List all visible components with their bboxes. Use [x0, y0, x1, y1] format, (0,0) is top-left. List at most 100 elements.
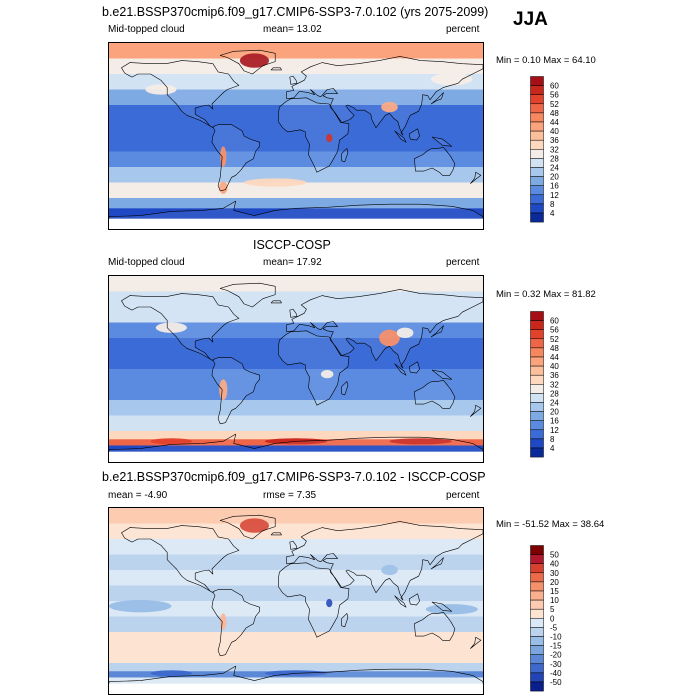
coastline-new-zealand [470, 171, 482, 184]
field-band [109, 307, 483, 323]
colorbar-swatch [530, 384, 544, 394]
coastline-eurasia [286, 521, 483, 601]
field-band [109, 369, 483, 385]
colorbar-swatch [530, 590, 544, 601]
colorbar-tick-label: 44 [550, 118, 559, 127]
colorbar-swatch [530, 663, 544, 674]
colorbar-tick-label: 30 [550, 569, 559, 578]
coastline-iceland [270, 67, 282, 71]
coastline-new-guinea [431, 369, 453, 380]
field-band [109, 663, 483, 672]
colorbar-tick-label: 15 [550, 587, 559, 596]
field-band [109, 151, 483, 168]
coastline-sumatra [394, 595, 407, 608]
colorbar-swatch [530, 572, 544, 583]
colorbar-swatch [530, 130, 544, 141]
colorbar-swatch [530, 545, 544, 555]
field-band [109, 431, 483, 440]
colorbar-swatch [530, 554, 544, 564]
colorbar-tick-label: 8 [550, 435, 555, 444]
colorbar-swatch [530, 176, 544, 186]
field-band [109, 89, 483, 106]
panel-2-colorbar: 60 56 52 48 44 40 36 32 28 24 20 16 12 8 4 [530, 311, 590, 459]
colorbar-tick-label: 56 [550, 91, 559, 100]
field-band [109, 276, 483, 292]
field-band [109, 120, 483, 137]
field-anomaly [244, 178, 307, 187]
coastline-sumatra [394, 363, 407, 376]
colorbar-tick-label: 52 [550, 100, 559, 109]
field-anomaly [431, 72, 473, 86]
colorbar-tick-label: 4 [550, 444, 555, 453]
colorbar-swatch [530, 627, 544, 637]
field-anomaly [381, 101, 398, 113]
colorbar-tick-label: -10 [550, 632, 562, 641]
coastline-eurasia [286, 289, 483, 369]
colorbar-tick-label: 4 [550, 209, 555, 218]
colorbar-tick-label: -5 [550, 623, 558, 632]
colorbar-tick-label: 16 [550, 417, 559, 426]
field-band [109, 508, 483, 524]
colorbar-swatch [530, 311, 544, 321]
colorbar-swatch [530, 149, 544, 159]
colorbar-swatch [530, 338, 544, 349]
colorbar-swatch [530, 212, 544, 223]
field-band [109, 400, 483, 416]
panel-3-map [108, 507, 484, 695]
panel-3-mean-label: mean = -4.90 [108, 490, 168, 501]
panel-3-colorbar: 50 40 30 20 15 10 5 0 -5 -10 -15 -20 -30 -40 -50 [530, 545, 590, 693]
coastline-madagascar [341, 148, 349, 163]
colorbar-swatch [530, 599, 544, 610]
map-plot-area [109, 508, 483, 694]
colorbar-tick-label: 28 [550, 389, 559, 398]
panel-3-title: b.e21.BSSP370cmip6.f09_g17.CMIP6-SSP3-7.… [102, 470, 486, 484]
panel-3-minmax: Min = -51.52 Max = 38.64 [496, 519, 605, 530]
colorbar-tick-label: 12 [550, 191, 559, 200]
panel-1-minmax: Min = 0.10 Max = 64.10 [496, 55, 596, 66]
colorbar-tick-label: 40 [550, 127, 559, 136]
coastline-iceland [270, 532, 282, 536]
panel-2-map [108, 275, 484, 463]
missing-data-mask [109, 451, 483, 462]
colorbar-tick-label: 32 [550, 380, 559, 389]
colorbar-tick-label: 8 [550, 200, 555, 209]
colorbar-swatch [530, 356, 544, 367]
panel-1-map [108, 42, 484, 230]
field-band [109, 539, 483, 555]
coastline-sumatra [394, 130, 407, 143]
coastline-great-britain [289, 308, 298, 318]
colorbar-swatch [530, 429, 544, 440]
colorbar-swatch [530, 365, 544, 376]
field-anomaly [381, 564, 398, 576]
colorbar-swatch [530, 447, 544, 458]
colorbar-tick-label: 56 [550, 326, 559, 335]
coastline-africa [278, 97, 350, 173]
colorbar-swatch [530, 402, 544, 412]
colorbar-swatch [530, 139, 544, 150]
coastline-north-america [121, 60, 240, 128]
map-plot-area [109, 276, 483, 462]
panel-3-units-label: percent [446, 490, 480, 501]
colorbar-swatch [530, 393, 544, 403]
coastline-south-america [211, 589, 260, 657]
colorbar-tick-label: -50 [550, 678, 562, 687]
colorbar-tick-label: 36 [550, 136, 559, 145]
coastline-borneo [408, 593, 420, 606]
coastline-new-zealand [470, 636, 482, 649]
field-anomaly [389, 438, 452, 445]
coastline-greenland [219, 282, 276, 308]
colorbar-tick-label: 50 [550, 551, 559, 560]
coastline-eurasia [286, 56, 483, 136]
colorbar-tick-label: 48 [550, 344, 559, 353]
coastline-borneo [408, 361, 420, 374]
coastline-madagascar [341, 613, 349, 628]
colorbar-tick-label: 24 [550, 163, 559, 172]
colorbar-tick-label: 12 [550, 426, 559, 435]
colorbar-swatch [530, 645, 544, 655]
colorbar-tick-label: 52 [550, 335, 559, 344]
coastline-greenland [219, 49, 276, 75]
coastline-australia [414, 612, 456, 641]
colorbar-tick-label: -30 [550, 660, 562, 669]
